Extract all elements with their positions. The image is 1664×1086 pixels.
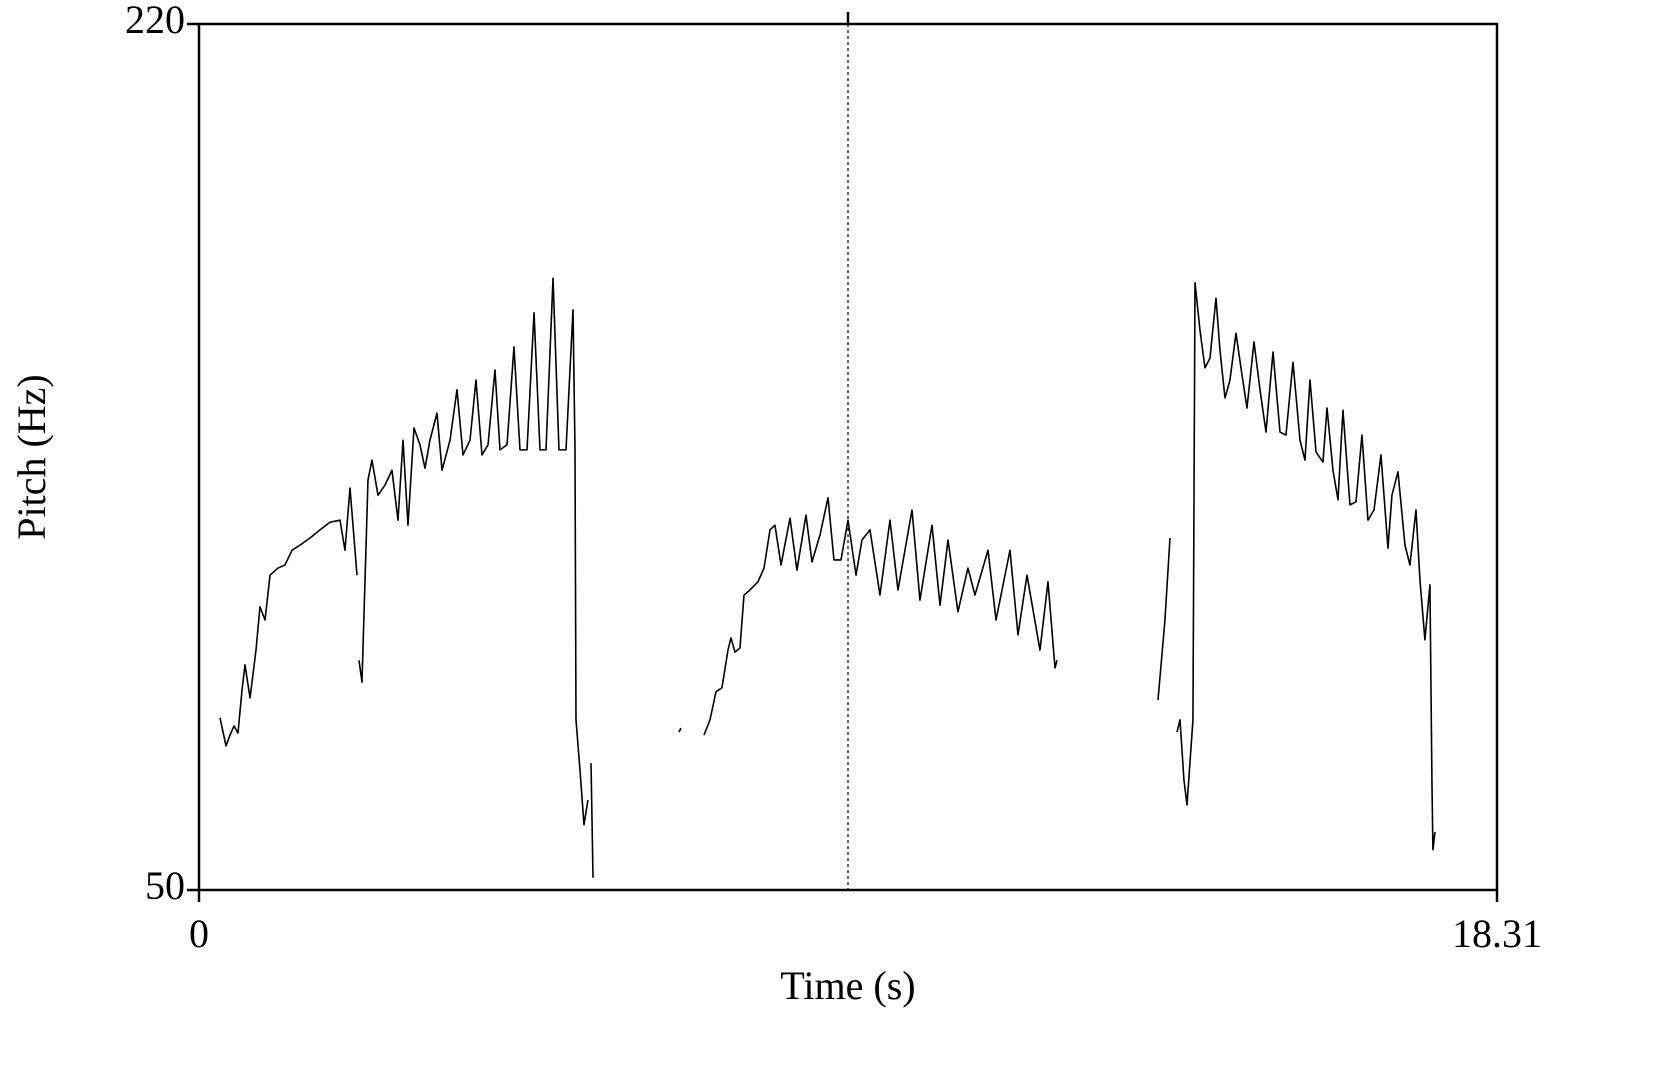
x-axis-label: Time (s): [780, 963, 915, 1008]
y-tick-label: 220: [125, 0, 185, 42]
pitch-line: [219, 277, 1436, 878]
x-tick-label: 0: [189, 911, 209, 956]
x-tick-label: 18.31: [1452, 911, 1542, 956]
y-axis-label: Pitch (Hz): [9, 374, 54, 540]
y-tick-label: 50: [145, 863, 185, 908]
